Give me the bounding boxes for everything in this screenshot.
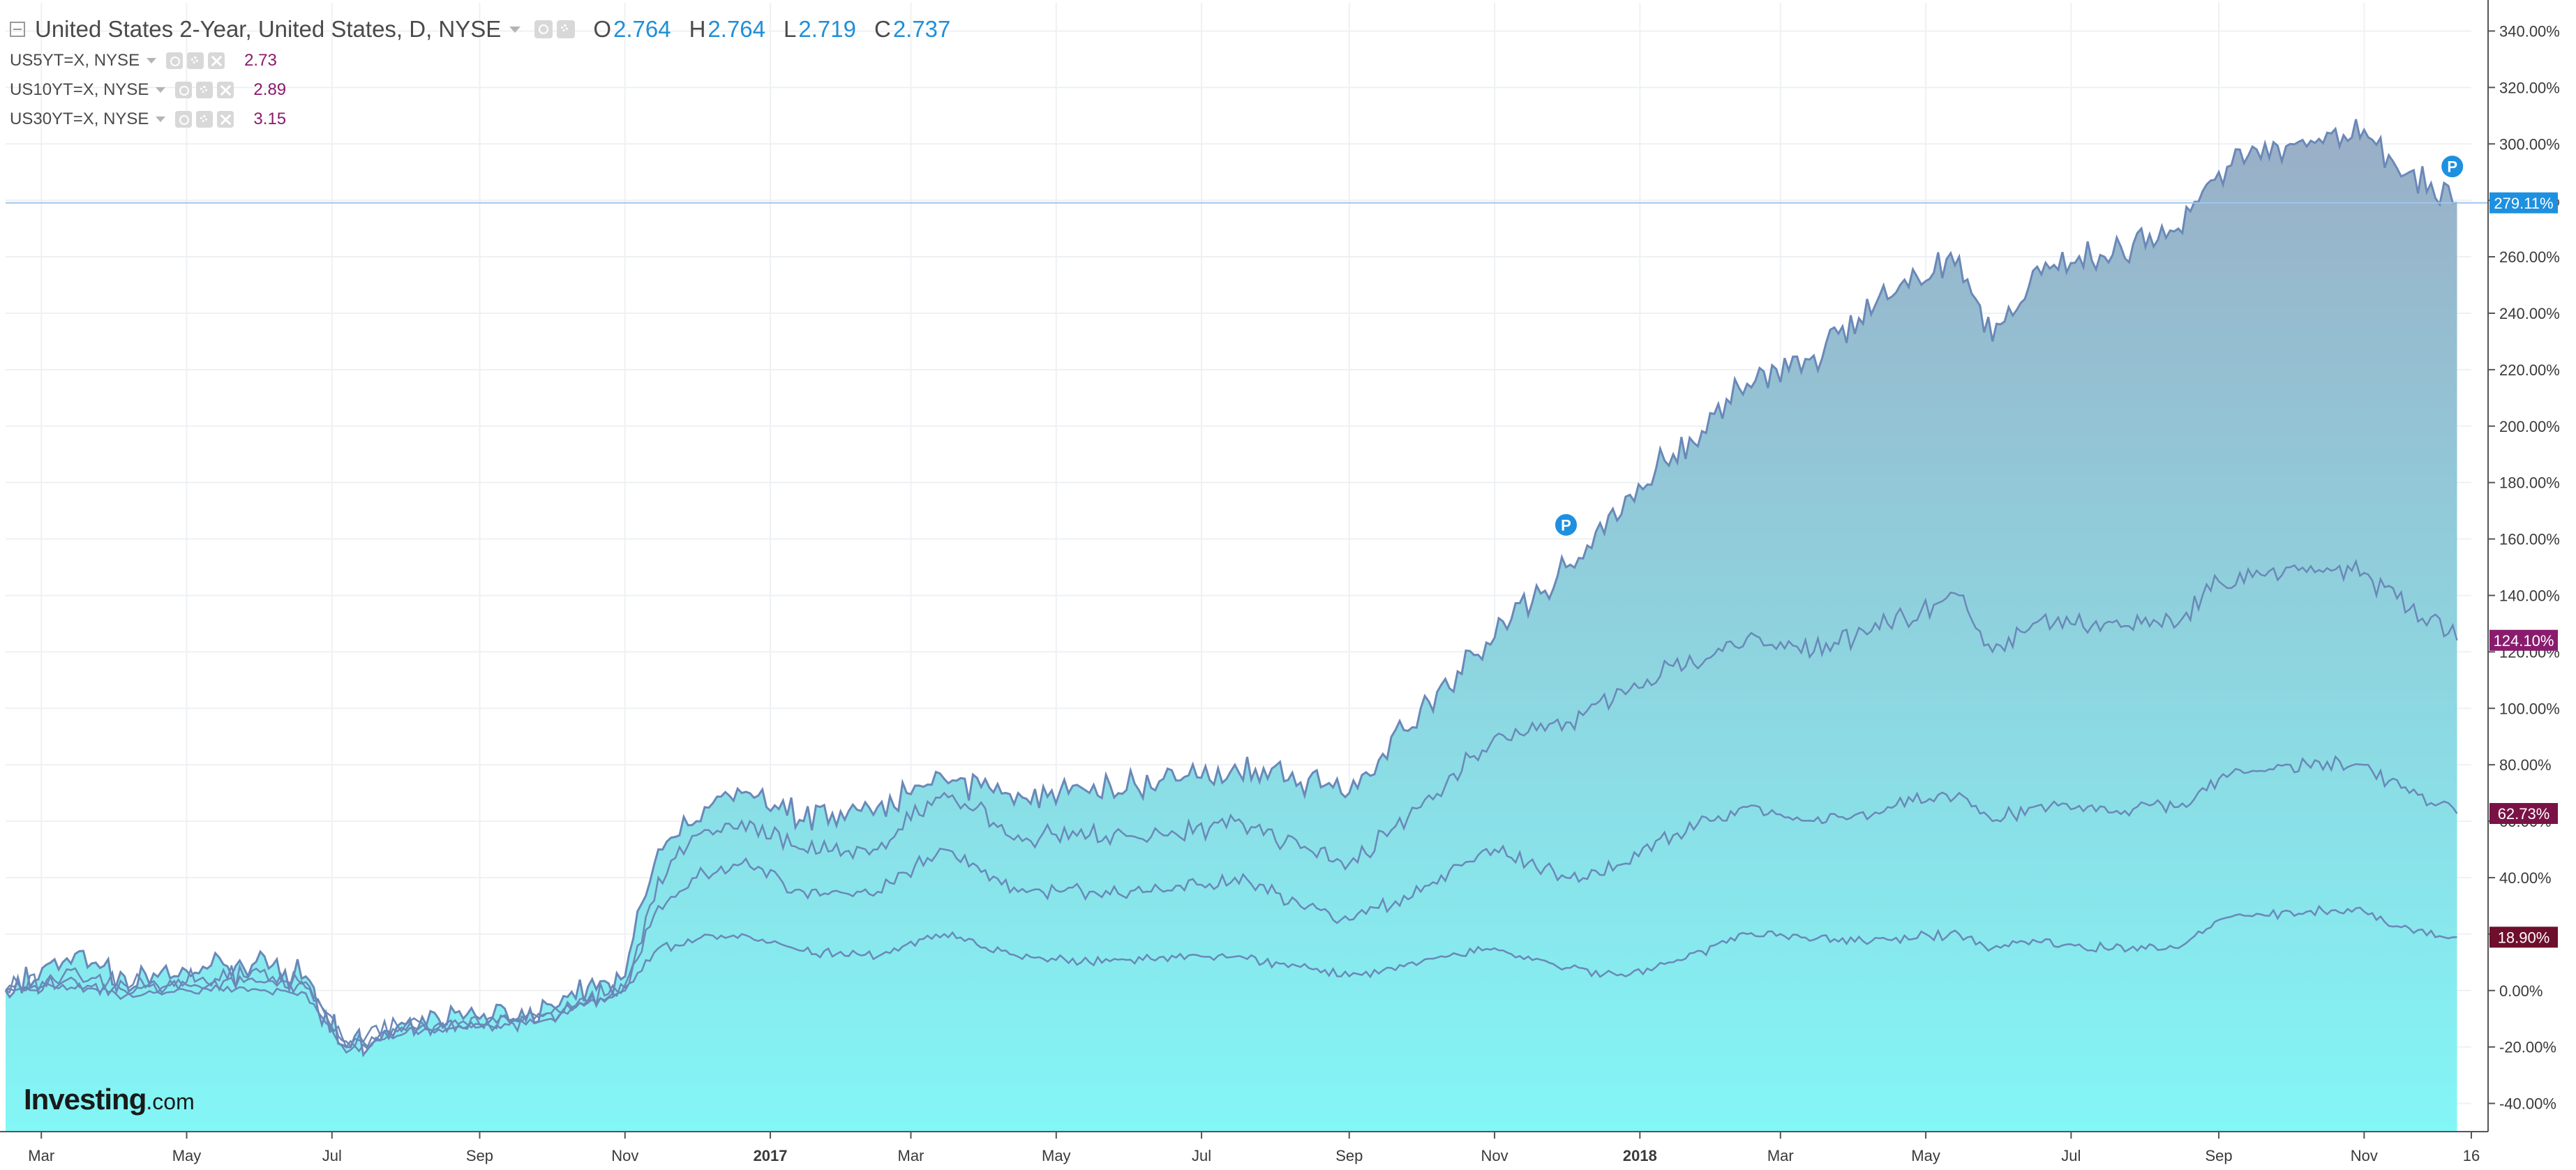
axis-value-badge-text: 18.90%: [2498, 929, 2550, 946]
chart-legend: United States 2-Year, United States, D, …: [10, 13, 950, 134]
axis-value-badge-text: 62.73%: [2498, 805, 2550, 823]
ohlc-high-value: 2.764: [707, 16, 766, 42]
ohlc-close-value: 2.737: [892, 16, 951, 42]
x-axis-label: May: [1042, 1147, 1071, 1164]
x-axis-label: Sep: [1335, 1147, 1363, 1164]
chevron-down-icon[interactable]: [156, 117, 166, 122]
area-us2y: [6, 119, 2457, 1132]
compare-symbol[interactable]: US10YT=X, NYSE: [10, 80, 149, 99]
y-axis-label: -40.00%: [2499, 1095, 2556, 1113]
compare-legend-us30y: US30YT=X, NYSE 3.15: [10, 105, 950, 134]
x-axis-label: 2017: [754, 1147, 788, 1164]
axis-value-badge: [2489, 629, 2558, 651]
axis-value-badge: [2489, 192, 2558, 213]
x-axis-label: Sep: [466, 1147, 493, 1164]
x-axis-label: 2018: [1623, 1147, 1657, 1164]
axis-value-badge-text: 124.10%: [2494, 632, 2554, 650]
ohlc-open-label: O: [593, 16, 611, 42]
y-axis-label: 240.00%: [2499, 305, 2560, 322]
main-series-title[interactable]: United States 2-Year, United States, D, …: [35, 16, 502, 42]
close-icon[interactable]: [208, 52, 225, 69]
ohlc-high-label: H: [689, 16, 706, 42]
p-marker-icon[interactable]: [1552, 511, 1579, 538]
gear-icon[interactable]: [187, 52, 204, 69]
eye-icon[interactable]: [175, 82, 193, 98]
chevron-down-icon[interactable]: [147, 58, 157, 63]
x-axis-label: 16: [2463, 1147, 2480, 1164]
gear-icon[interactable]: [196, 111, 214, 128]
x-axis-label: Mar: [1767, 1147, 1794, 1164]
y-axis-label: 80.00%: [2499, 756, 2552, 774]
close-icon[interactable]: [217, 82, 234, 98]
x-axis-label: May: [1911, 1147, 1940, 1164]
compare-legend-us10y: US10YT=X, NYSE 2.89: [10, 75, 950, 105]
x-axis-label: Nov: [1481, 1147, 1508, 1164]
p-marker-label: P: [2447, 158, 2457, 176]
p-marker-label: P: [1561, 516, 1571, 534]
eye-icon[interactable]: [534, 20, 553, 38]
y-axis-label: 160.00%: [2499, 531, 2560, 548]
axis-value-badge: [2489, 927, 2558, 948]
p-marker-icon[interactable]: [2439, 153, 2466, 180]
compare-symbol[interactable]: US30YT=X, NYSE: [10, 110, 149, 128]
x-axis-label: Mar: [898, 1147, 924, 1164]
compare-symbol[interactable]: US5YT=X, NYSE: [10, 51, 140, 70]
main-series-legend: United States 2-Year, United States, D, …: [10, 13, 950, 46]
x-axis-label: Nov: [2351, 1147, 2378, 1164]
y-axis-label: 0.00%: [2499, 982, 2543, 1000]
y-axis-label: 300.00%: [2499, 135, 2560, 153]
x-axis-label: Mar: [28, 1147, 54, 1164]
ohlc-close-label: C: [874, 16, 891, 42]
eye-icon[interactable]: [175, 111, 193, 128]
collapse-icon[interactable]: [10, 22, 25, 37]
y-axis-label: 220.00%: [2499, 361, 2560, 379]
x-axis-label: Sep: [2205, 1147, 2232, 1164]
x-axis-label: Jul: [1192, 1147, 1211, 1164]
x-axis-label: Jul: [322, 1147, 342, 1164]
axis-value-badge-text: 279.11%: [2494, 195, 2553, 212]
logo-suffix: .com: [146, 1089, 195, 1114]
y-axis-label: 180.00%: [2499, 474, 2560, 492]
chevron-down-icon[interactable]: [156, 87, 166, 93]
investing-logo: Investing.com: [24, 1083, 195, 1116]
compare-value: 2.89: [253, 80, 287, 99]
gear-icon[interactable]: [557, 20, 576, 38]
y-axis-label: 320.00%: [2499, 79, 2560, 96]
eye-icon[interactable]: [166, 52, 184, 69]
chevron-down-icon[interactable]: [509, 26, 521, 33]
y-axis-label: 260.00%: [2499, 248, 2560, 266]
y-axis-label: 200.00%: [2499, 418, 2560, 435]
compare-value: 2.73: [244, 51, 277, 70]
ohlc-low-label: L: [784, 16, 797, 42]
x-axis-label: Nov: [611, 1147, 638, 1164]
y-axis-label: 100.00%: [2499, 700, 2560, 717]
line-us30y: [5, 904, 2457, 1054]
ohlc-open-value: 2.764: [613, 16, 671, 42]
compare-legend-us5y: US5YT=X, NYSE 2.73: [10, 46, 950, 75]
x-axis-label: May: [172, 1147, 202, 1164]
y-axis-label: 340.00%: [2499, 22, 2560, 40]
line-us10y: [5, 755, 2458, 1049]
x-axis-label: Jul: [2061, 1147, 2081, 1164]
y-axis-label: 140.00%: [2499, 587, 2560, 604]
axis-value-badge: [2489, 803, 2558, 825]
logo-text: Investing: [24, 1083, 147, 1116]
line-us5y: [5, 559, 2458, 1048]
y-axis-label: 40.00%: [2499, 869, 2552, 887]
ohlc-low-value: 2.719: [798, 16, 856, 42]
gear-icon[interactable]: [196, 82, 214, 98]
compare-value: 3.15: [253, 110, 287, 128]
y-axis-label: -20.00%: [2499, 1039, 2556, 1056]
price-axis[interactable]: [2488, 0, 2576, 1132]
close-icon[interactable]: [217, 111, 234, 128]
